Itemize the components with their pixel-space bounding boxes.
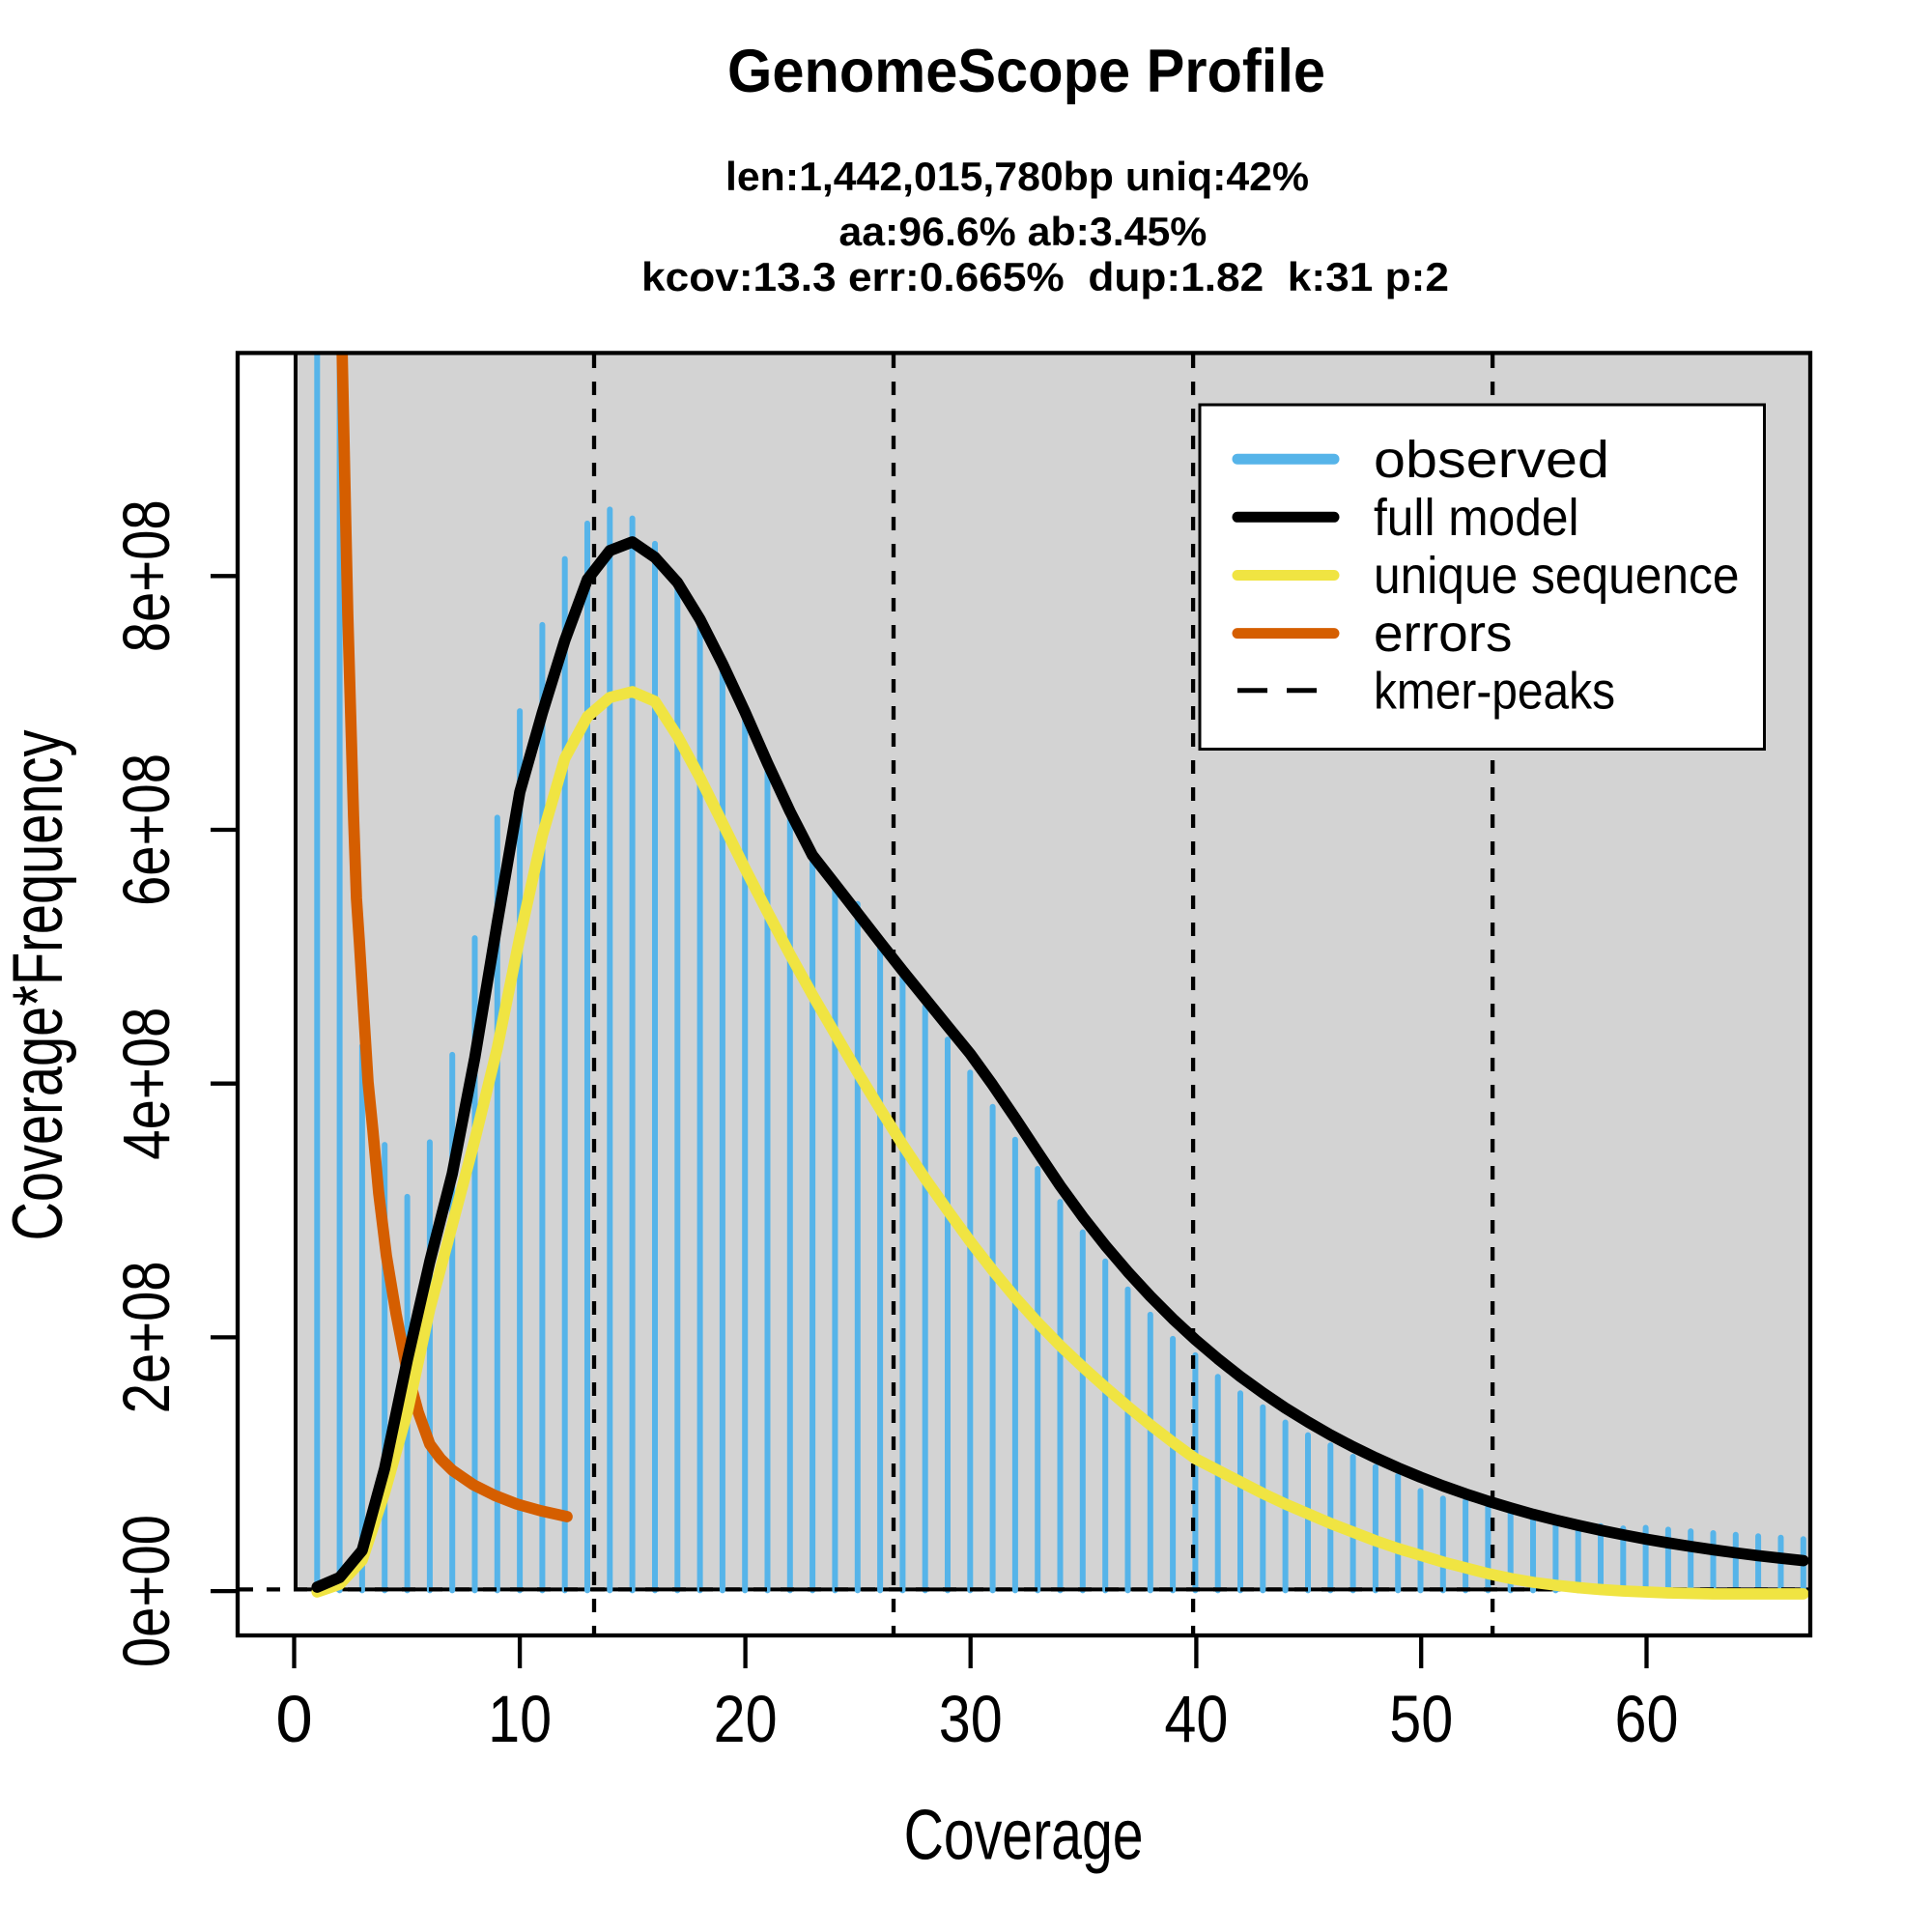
svg-text:40: 40 — [1164, 1682, 1228, 1756]
svg-text:observed: observed — [1374, 431, 1609, 489]
svg-text:60: 60 — [1615, 1682, 1679, 1756]
svg-text:50: 50 — [1389, 1682, 1453, 1756]
svg-text:full model: full model — [1374, 489, 1579, 547]
svg-text:6e+08: 6e+08 — [109, 753, 184, 906]
svg-text:Coverage: Coverage — [904, 1797, 1144, 1875]
svg-text:errors: errors — [1374, 605, 1513, 663]
svg-text:unique sequence: unique sequence — [1374, 547, 1740, 605]
svg-text:10: 10 — [488, 1682, 552, 1756]
svg-text:8e+08: 8e+08 — [109, 499, 184, 652]
svg-text:2e+08: 2e+08 — [109, 1261, 184, 1413]
svg-text:30: 30 — [939, 1682, 1003, 1756]
svg-text:Coverage*Frequency: Coverage*Frequency — [0, 729, 77, 1240]
svg-text:0e+00: 0e+00 — [109, 1515, 184, 1667]
svg-text:GenomeScope Profile: GenomeScope Profile — [727, 38, 1325, 105]
svg-text:4e+08: 4e+08 — [109, 1008, 184, 1160]
svg-text:0: 0 — [275, 1682, 312, 1756]
svg-text:kmer-peaks: kmer-peaks — [1374, 662, 1615, 720]
svg-text:20: 20 — [714, 1682, 778, 1756]
svg-text:len:1,442,015,780bp uniq:42%: len:1,442,015,780bp uniq:42% — [725, 154, 1309, 199]
svg-text:aa:96.6% ab:3.45%: aa:96.6% ab:3.45% — [838, 209, 1207, 254]
svg-text:kcov:13.3 err:0.665% dup:1.82: kcov:13.3 err:0.665% dup:1.82 k:31 p:2 — [641, 254, 1449, 299]
